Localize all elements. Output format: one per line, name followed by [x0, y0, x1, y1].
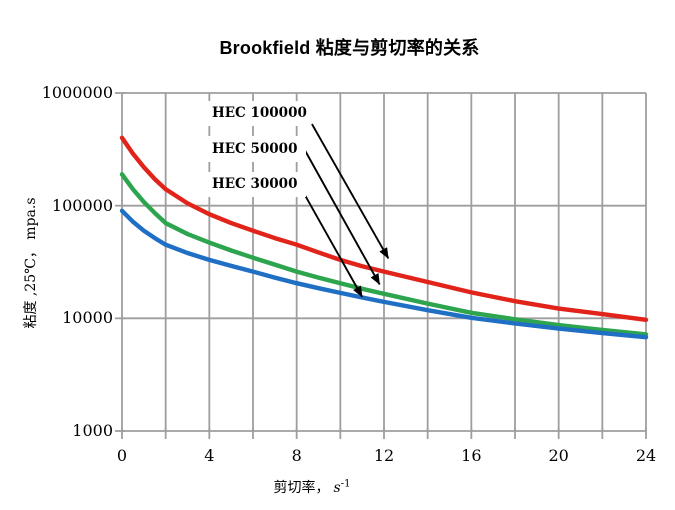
annotation-arrow-hec-100000 [311, 123, 390, 259]
x-tick-label: 24 [635, 446, 657, 465]
x-axis-title: 剪切率， s-1 [232, 477, 392, 497]
x-axis-title-exponent: -1 [340, 478, 351, 490]
x-tick-label: 4 [204, 446, 215, 465]
x-axis-title-variable: s [333, 480, 341, 496]
series-curve-hec-100000 [119, 135, 649, 322]
chart-title: Brookfield 粘度与剪切率的关系 [219, 38, 480, 58]
y-tick-label: 1000000 [41, 83, 113, 102]
annotation-arrow-hec-30000 [300, 187, 363, 298]
y-tick-label: 10000 [62, 308, 113, 328]
y-tick-label: 100000 [51, 195, 113, 215]
annotation-arrow-hec-50000 [302, 146, 381, 285]
x-axis-title-text: 剪切率， [273, 480, 330, 496]
x-tick-label: 8 [291, 446, 302, 465]
series-label-hec-30000: HEC 30000 [204, 172, 306, 197]
x-tick-label: 12 [373, 446, 395, 465]
series-label-hec-50000: HEC 50000 [204, 136, 306, 162]
x-tick-label: 0 [116, 446, 128, 465]
y-tick-label: 1000 [72, 421, 113, 440]
series-curve-hec-30000 [119, 208, 649, 340]
series-curve-hec-50000 [119, 172, 649, 337]
series-label-hec-100000: HEC 100000 [204, 101, 307, 126]
x-tick-label: 16 [461, 446, 482, 465]
x-tick-label: 20 [548, 446, 569, 465]
